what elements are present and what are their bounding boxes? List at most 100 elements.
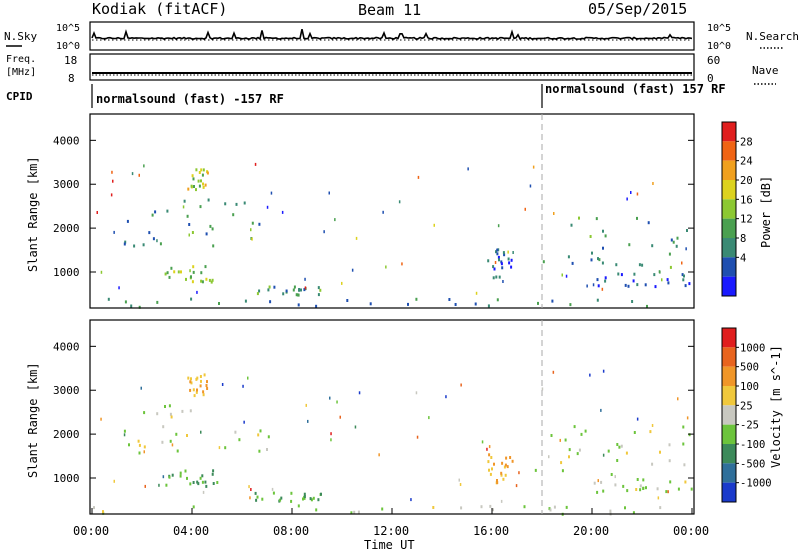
power-echo-cell	[297, 303, 300, 307]
power-echo-cell	[529, 184, 532, 188]
power-echo-cell	[510, 265, 513, 269]
power-echo-cell	[130, 304, 133, 308]
velocity-echo-cell	[199, 476, 202, 480]
velocity-echo-cell	[682, 425, 685, 429]
velocity-echo-cell	[480, 505, 483, 509]
power-ytick-label: 4000	[53, 134, 80, 147]
velocity-echo-cell	[515, 484, 518, 488]
velocity-echo-cell	[102, 511, 105, 515]
power-echo-cell	[628, 243, 631, 247]
velocity-echo-cell	[597, 479, 599, 483]
time-axis-title: Time UT	[364, 538, 415, 552]
power-echo-cell	[586, 284, 588, 288]
velocity-echo-cell	[350, 511, 353, 515]
power-echo-cell	[651, 244, 654, 248]
power-echo-cell	[195, 168, 198, 172]
power-echo-cell	[124, 240, 127, 244]
power-echo-cell	[617, 272, 620, 276]
velocity-echo-cell	[303, 492, 306, 496]
power-echo-cell	[510, 258, 513, 262]
velocity-echo-cell	[303, 495, 306, 499]
velocity-echo-cell	[192, 505, 195, 509]
velocity-echo-cell	[329, 396, 331, 400]
power-echo-cell	[200, 271, 203, 275]
power-ytick-label: 2000	[53, 222, 80, 235]
power-echo-cell	[319, 288, 322, 292]
power-echo-cell	[123, 242, 126, 246]
velocity-echo-cell	[553, 505, 556, 509]
velocity-echo-cell	[189, 388, 192, 392]
velocity-echo-cell	[224, 446, 227, 450]
power-echo-cell	[467, 167, 469, 171]
velocity-echo-cell	[205, 484, 208, 488]
velocity-echo-cell	[490, 456, 493, 459]
power-echo-cell	[598, 258, 601, 262]
velocity-echo-cell	[636, 478, 639, 481]
power-echo-cell	[191, 174, 194, 178]
velocity-echo-cell	[195, 390, 198, 394]
power-echo-cell	[493, 267, 496, 271]
velocity-echo-cell	[303, 496, 306, 500]
noise-left-tick-bottom: 10^0	[56, 41, 80, 52]
velocity-echo-cell	[636, 417, 639, 421]
velocity-echo-cell	[584, 429, 587, 433]
power-echo-cell	[632, 279, 635, 283]
cpid-segment-1: normalsound (fast) -157 RF	[96, 92, 284, 106]
velocity-echo-cell	[196, 480, 199, 484]
time-axis: 00:00 04:00 08:00 12:00 16:00 20:00 00:00	[73, 508, 709, 538]
velocity-echo-cell	[665, 490, 668, 494]
station-title: Kodiak (fitACF)	[92, 0, 227, 18]
power-echo-cell	[152, 237, 155, 241]
power-echo-cell	[111, 170, 113, 174]
velocity-echo-cell	[336, 400, 338, 404]
velocity-echo-cell	[548, 455, 550, 459]
velocity-echo-cell	[505, 456, 508, 460]
velocity-colorbar-tick: -25	[740, 420, 759, 432]
power-colorbar-tick: 12	[740, 214, 753, 226]
velocity-echo-cell	[639, 484, 642, 488]
velocity-echo-cell	[123, 433, 126, 437]
power-echo-cell	[218, 302, 220, 305]
power-echo-cell	[508, 261, 511, 265]
power-echo-cell	[502, 280, 504, 283]
velocity-echo-cell	[266, 448, 268, 451]
power-echo-cell	[487, 304, 490, 308]
power-echo-cell	[295, 293, 298, 297]
velocity-colorbar-tick: 500	[740, 362, 759, 374]
power-echo-cell	[500, 262, 503, 266]
power-echo-cell	[630, 191, 632, 194]
power-echo-cell	[498, 275, 501, 279]
velocity-echo-cell	[609, 509, 612, 513]
velocity-echo-cell	[600, 480, 603, 484]
velocity-echo-cell	[518, 471, 520, 475]
velocity-echo-cell	[568, 455, 570, 459]
beam-title: Beam 11	[358, 1, 421, 19]
power-echo-cell	[258, 289, 261, 293]
noise-right-tick-top: 10^5	[707, 23, 731, 34]
velocity-echo-cell	[642, 478, 645, 482]
velocity-echo-cell	[504, 473, 507, 477]
velocity-echo-cell	[626, 489, 629, 493]
velocity-echo-cell	[196, 376, 199, 380]
power-echo-cell	[235, 202, 238, 206]
velocity-echo-cell	[669, 480, 672, 484]
power-echo-cell	[494, 261, 497, 264]
velocity-colorbar-swatch	[722, 482, 736, 502]
power-echo-cell	[156, 239, 158, 243]
power-echo-cell	[202, 182, 204, 186]
velocity-echo-cell	[503, 465, 506, 469]
velocity-echo-cell	[128, 443, 130, 447]
power-colorbar-swatch	[722, 141, 736, 161]
power-echo-cell	[185, 277, 187, 281]
velocity-echo-cell	[635, 488, 638, 491]
power-echo-cell	[258, 222, 261, 226]
velocity-echo-cell	[500, 473, 503, 477]
power-echo-cell	[636, 192, 639, 196]
velocity-echo-cell	[645, 486, 647, 490]
velocity-echo-cell	[196, 388, 198, 392]
power-colorbar-swatch	[722, 257, 736, 277]
power-echo-cell	[667, 281, 670, 285]
noise-sky-label: N.Sky	[4, 30, 37, 43]
power-echo-cell	[597, 284, 600, 288]
